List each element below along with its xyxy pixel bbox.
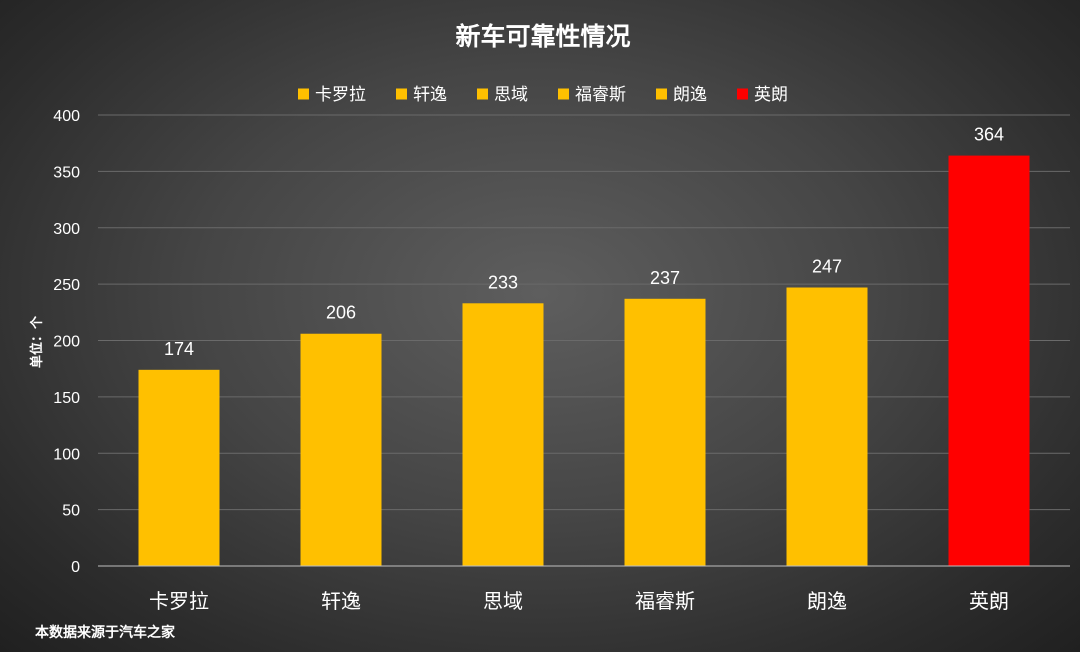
data-label: 364 [974, 125, 1004, 145]
bar [948, 155, 1030, 566]
legend-label: 英朗 [754, 85, 788, 105]
x-category-label: 卡罗拉 [149, 589, 209, 613]
legend-label: 朗逸 [673, 85, 707, 105]
y-tick-label: 250 [53, 277, 80, 294]
y-tick-label: 300 [53, 221, 80, 238]
bars [138, 155, 1030, 566]
y-tick-label: 350 [53, 164, 80, 181]
legend-swatch [477, 88, 488, 100]
y-tick-label: 150 [53, 390, 80, 407]
y-tick-label: 0 [71, 559, 80, 576]
legend-swatch [558, 88, 569, 100]
bar [300, 333, 382, 566]
data-label: 237 [650, 268, 680, 288]
y-tick-label: 200 [53, 334, 80, 351]
y-tick-label: 400 [53, 108, 80, 125]
legend: 卡罗拉 轩逸 思域 福睿斯 朗逸 英朗 [298, 85, 788, 105]
y-axis-ticks: 0 50 100 150 200 250 300 350 400 [53, 108, 80, 576]
y-tick-label: 100 [53, 446, 80, 463]
y-tick-label: 50 [62, 503, 80, 520]
legend-swatch [298, 88, 309, 100]
x-category-label: 轩逸 [321, 589, 361, 613]
data-label: 206 [326, 303, 356, 323]
x-axis-categories: 卡罗拉 轩逸 思域 福睿斯 朗逸 英朗 [149, 589, 1009, 613]
data-label: 247 [812, 257, 842, 277]
bar [462, 303, 544, 566]
bar [138, 369, 220, 566]
y-axis-label: 单位：个 [29, 315, 45, 368]
source-note: 本数据来源于汽车之家 [35, 624, 176, 641]
legend-swatch [396, 88, 407, 100]
legend-swatch [656, 88, 667, 100]
x-category-label: 思域 [483, 589, 523, 613]
gridlines [98, 114, 1070, 511]
x-category-label: 福睿斯 [635, 589, 695, 613]
legend-label: 轩逸 [413, 85, 447, 105]
bar [624, 298, 706, 566]
data-label: 174 [164, 339, 194, 359]
legend-label: 福睿斯 [575, 85, 626, 105]
bar [786, 287, 868, 566]
data-labels: 174 206 233 237 247 364 [164, 125, 1004, 359]
legend-label: 思域 [494, 85, 528, 105]
legend-swatch [737, 88, 748, 100]
x-category-label: 英朗 [969, 589, 1009, 613]
x-category-label: 朗逸 [807, 589, 847, 613]
data-label: 233 [488, 272, 518, 292]
legend-label: 卡罗拉 [315, 85, 366, 105]
chart-title: 新车可靠性情况 [455, 22, 630, 51]
